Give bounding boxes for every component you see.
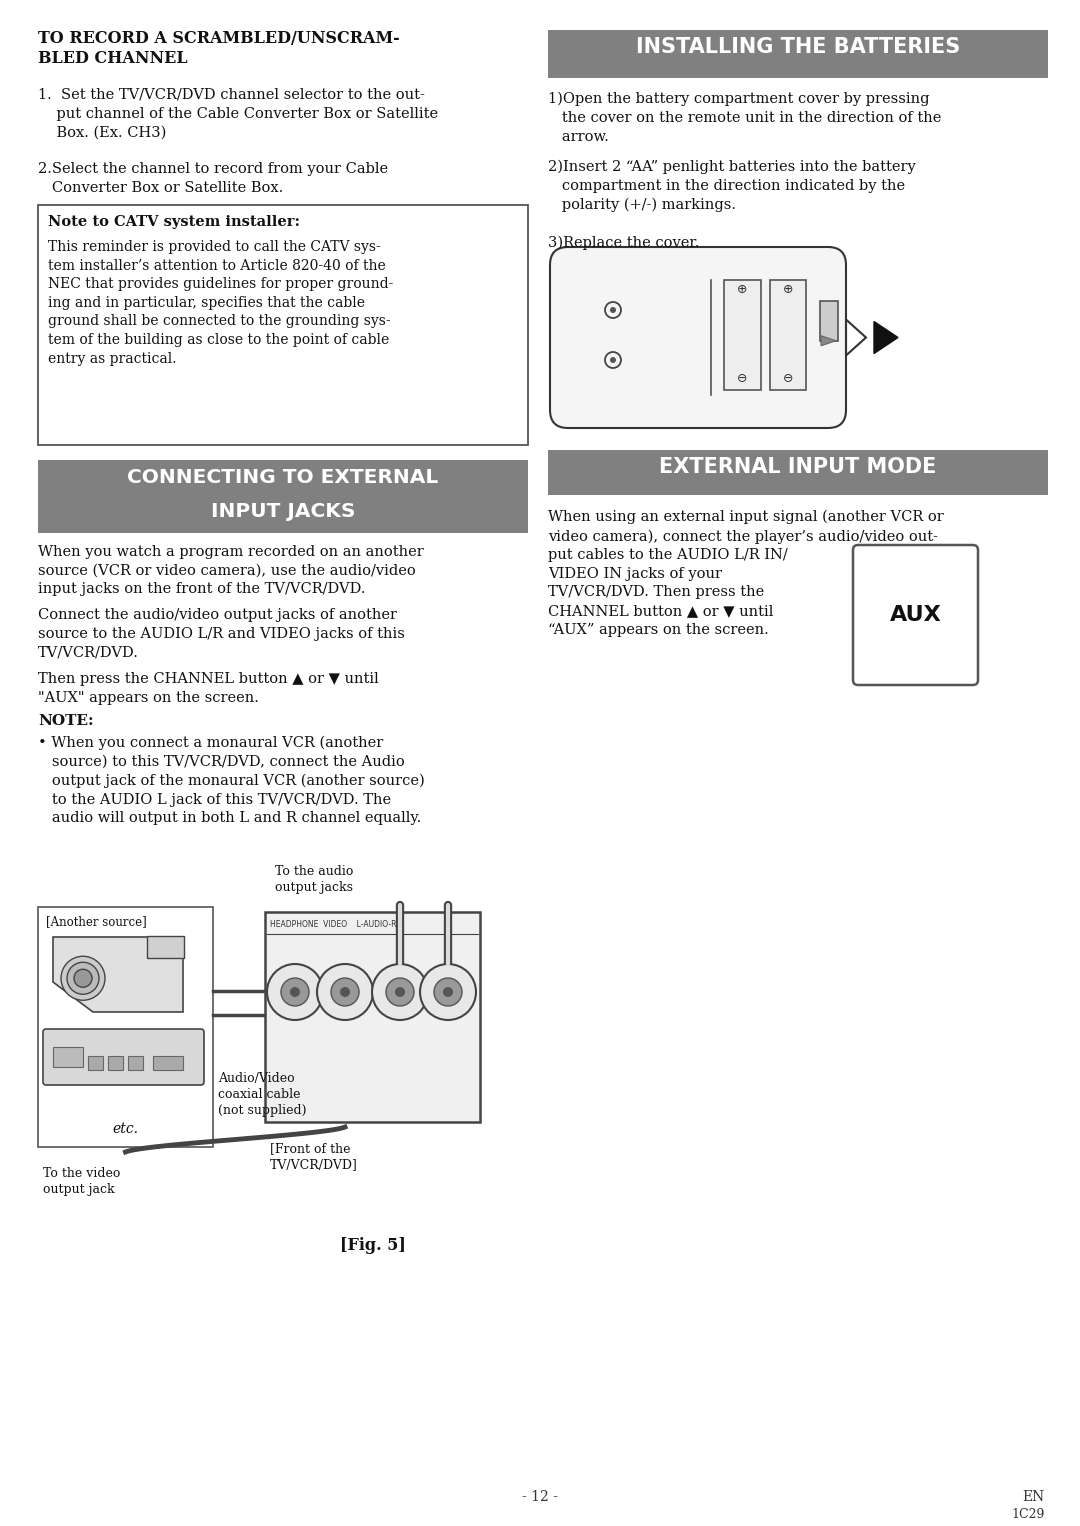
- Bar: [38, 906, 213, 1148]
- Text: 2)Insert 2 “AA” penlight batteries into the battery
   compartment in the direct: 2)Insert 2 “AA” penlight batteries into …: [548, 160, 916, 212]
- Text: [Another source]: [Another source]: [46, 916, 147, 928]
- Text: Audio/Video
coaxial cable
(not supplied): Audio/Video coaxial cable (not supplied): [218, 1071, 307, 1117]
- Text: NOTE:: NOTE:: [38, 714, 94, 728]
- Bar: [87, 1056, 103, 1070]
- Text: ⊕: ⊕: [783, 282, 793, 296]
- Circle shape: [610, 307, 616, 313]
- Bar: [129, 1056, 143, 1070]
- Circle shape: [67, 963, 99, 995]
- Text: To the audio
output jacks: To the audio output jacks: [275, 865, 353, 894]
- Circle shape: [372, 964, 428, 1019]
- FancyBboxPatch shape: [147, 935, 184, 958]
- Bar: [153, 1056, 183, 1070]
- Text: [Fig. 5]: [Fig. 5]: [339, 1238, 405, 1254]
- Text: AUX: AUX: [890, 604, 942, 626]
- Circle shape: [443, 987, 453, 996]
- FancyBboxPatch shape: [43, 1029, 204, 1085]
- Text: TO RECORD A SCRAMBLED/UNSCRAM-
BLED CHANNEL: TO RECORD A SCRAMBLED/UNSCRAM- BLED CHAN…: [38, 31, 400, 67]
- Bar: [548, 31, 1048, 78]
- Circle shape: [267, 964, 323, 1019]
- Circle shape: [610, 357, 616, 363]
- Circle shape: [434, 978, 462, 1006]
- Text: 2.Select the channel to record from your Cable
   Converter Box or Satellite Box: 2.Select the channel to record from your…: [38, 162, 388, 195]
- Text: ⊖: ⊖: [737, 372, 747, 385]
- Text: ⊖: ⊖: [783, 372, 793, 385]
- Circle shape: [386, 978, 414, 1006]
- Circle shape: [318, 964, 373, 1019]
- Bar: [769, 279, 806, 391]
- Text: This reminder is provided to call the CATV sys-
tem installer’s attention to Art: This reminder is provided to call the CA…: [48, 240, 393, 366]
- Text: INPUT JACKS: INPUT JACKS: [211, 502, 355, 520]
- Polygon shape: [821, 336, 836, 346]
- Text: Connect the audio/video output jacks of another
source to the AUDIO L/R and VIDE: Connect the audio/video output jacks of …: [38, 607, 405, 659]
- Circle shape: [395, 987, 405, 996]
- Text: 1C29: 1C29: [1012, 1508, 1045, 1521]
- Text: ⊕: ⊕: [737, 282, 747, 296]
- FancyBboxPatch shape: [38, 204, 528, 446]
- Circle shape: [75, 969, 92, 987]
- Circle shape: [281, 978, 309, 1006]
- Circle shape: [60, 957, 105, 1000]
- Bar: [724, 279, 760, 391]
- Text: Note to CATV system installer:: Note to CATV system installer:: [48, 215, 300, 229]
- Text: 1.  Set the TV/VCR/DVD channel selector to the out-
    put channel of the Cable: 1. Set the TV/VCR/DVD channel selector t…: [38, 89, 438, 139]
- Text: HEADPHONE  VIDEO    L-AUDIO-R: HEADPHONE VIDEO L-AUDIO-R: [270, 920, 396, 929]
- Polygon shape: [874, 322, 897, 354]
- Bar: [108, 1056, 123, 1070]
- FancyBboxPatch shape: [853, 545, 978, 685]
- Text: 1)Open the battery compartment cover by pressing
   the cover on the remote unit: 1)Open the battery compartment cover by …: [548, 92, 942, 143]
- Text: CONNECTING TO EXTERNAL: CONNECTING TO EXTERNAL: [127, 468, 438, 487]
- Polygon shape: [53, 937, 183, 1012]
- Text: [Front of the
TV/VCR/DVD]: [Front of the TV/VCR/DVD]: [270, 1141, 357, 1170]
- Circle shape: [340, 987, 350, 996]
- Text: When using an external input signal (another VCR or
video camera), connect the p: When using an external input signal (ano…: [548, 510, 944, 636]
- Bar: [265, 913, 480, 1122]
- Text: • When you connect a monaural VCR (another
   source) to this TV/VCR/DVD, connec: • When you connect a monaural VCR (anoth…: [38, 736, 424, 826]
- Circle shape: [420, 964, 476, 1019]
- Text: EXTERNAL INPUT MODE: EXTERNAL INPUT MODE: [659, 456, 936, 478]
- Bar: [38, 459, 528, 533]
- Circle shape: [291, 987, 300, 996]
- Circle shape: [330, 978, 359, 1006]
- Text: etc.: etc.: [112, 1122, 138, 1135]
- Text: To the video
output jack: To the video output jack: [43, 1167, 120, 1196]
- Text: - 12 -: - 12 -: [522, 1489, 558, 1505]
- Bar: [548, 450, 1048, 494]
- Text: Then press the CHANNEL button ▲ or ▼ until
"AUX" appears on the screen.: Then press the CHANNEL button ▲ or ▼ unt…: [38, 671, 379, 705]
- Text: 3)Replace the cover.: 3)Replace the cover.: [548, 237, 700, 250]
- Bar: [820, 301, 838, 340]
- Text: When you watch a program recorded on an another
source (VCR or video camera), us: When you watch a program recorded on an …: [38, 545, 423, 597]
- Text: EN: EN: [1023, 1489, 1045, 1505]
- FancyBboxPatch shape: [550, 247, 846, 427]
- Bar: [53, 1047, 83, 1067]
- Text: INSTALLING THE BATTERIES: INSTALLING THE BATTERIES: [636, 37, 960, 56]
